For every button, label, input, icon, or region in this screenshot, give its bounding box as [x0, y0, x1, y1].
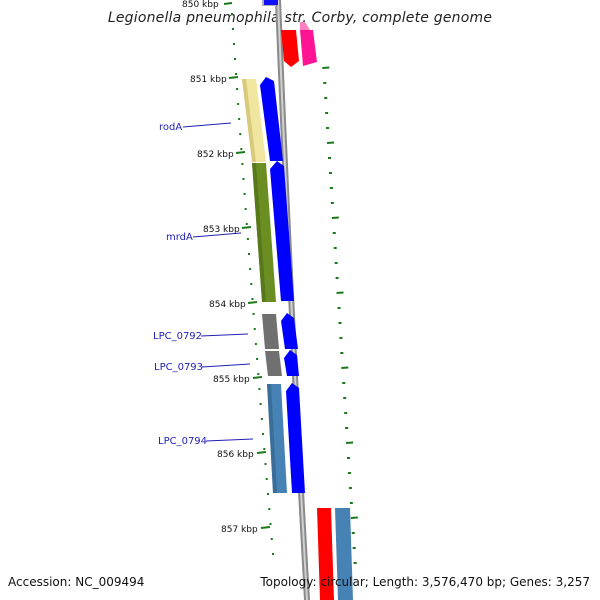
steelblue-feature-bottom	[335, 508, 353, 600]
outer-tick-mark	[326, 141, 335, 144]
kbp-tick-label: 854 kbp	[209, 300, 246, 310]
kbp-tick-label: 856 kbp	[217, 450, 254, 460]
gene-label-LPC_0793: LPC_0793	[154, 362, 203, 373]
red-feature	[281, 30, 299, 67]
gene-label-LPC_0794: LPC_0794	[158, 436, 207, 447]
gene-LPC_0792	[262, 314, 279, 349]
outer-tick-mark	[341, 366, 349, 369]
inner-tick-ring	[230, 13, 275, 555]
blue-feature-top	[264, 0, 278, 5]
cds-LPC_0793	[284, 350, 299, 376]
outer-tick-mark	[336, 291, 344, 294]
gene-labels: rodA mrdA LPC_0792 LPC_0793 LPC_0794	[153, 122, 254, 447]
kbp-tick-label: 850 kbp	[182, 0, 219, 10]
gene-LPC_0794-shade	[267, 384, 277, 493]
gene-LPC_0793	[265, 351, 282, 376]
outer-tick-mark	[322, 66, 330, 69]
magenta-feature-cap	[300, 22, 310, 30]
gene-track	[242, 79, 287, 493]
red-feature-bottom	[317, 508, 334, 600]
outer-tick-mark	[350, 516, 358, 519]
cds-mrdA	[270, 161, 294, 301]
kbp-tick-label: 851 kbp	[190, 75, 227, 85]
kbp-scale: 850 kbp 851 kbp 852 kbp 853 kbp 854 kbp …	[182, 0, 271, 535]
map-title: Legionella pneumophila str. Corby, compl…	[107, 10, 493, 26]
accession-text: Accession: NC_009494	[8, 575, 145, 589]
cds-LPC_0792	[281, 313, 298, 349]
kbp-tick-label: 852 kbp	[197, 150, 234, 160]
gene-label-LPC_0792: LPC_0792	[153, 331, 202, 342]
kbp-tick-label: 853 kbp	[203, 225, 240, 235]
cds-rodA	[260, 77, 283, 161]
gene-label-rodA: rodA	[159, 122, 182, 133]
gene-rodA-shade	[242, 79, 256, 162]
outer-tick-mark	[331, 216, 339, 219]
cds-track	[260, 77, 305, 493]
kbp-tick-label: 855 kbp	[213, 375, 250, 385]
genome-summary-text: Topology: circular; Length: 3,576,470 bp…	[260, 575, 590, 589]
top-features	[262, 0, 317, 67]
cds-LPC_0794	[286, 383, 305, 493]
gene-label-mrdA: mrdA	[166, 232, 193, 243]
outer-tick-ring	[322, 66, 358, 564]
gene-mrdA-shade	[252, 163, 266, 302]
outer-tick-mark	[345, 441, 354, 444]
magenta-feature	[300, 30, 317, 66]
bottom-features	[317, 508, 353, 600]
kbp-tick-label: 857 kbp	[221, 525, 258, 535]
